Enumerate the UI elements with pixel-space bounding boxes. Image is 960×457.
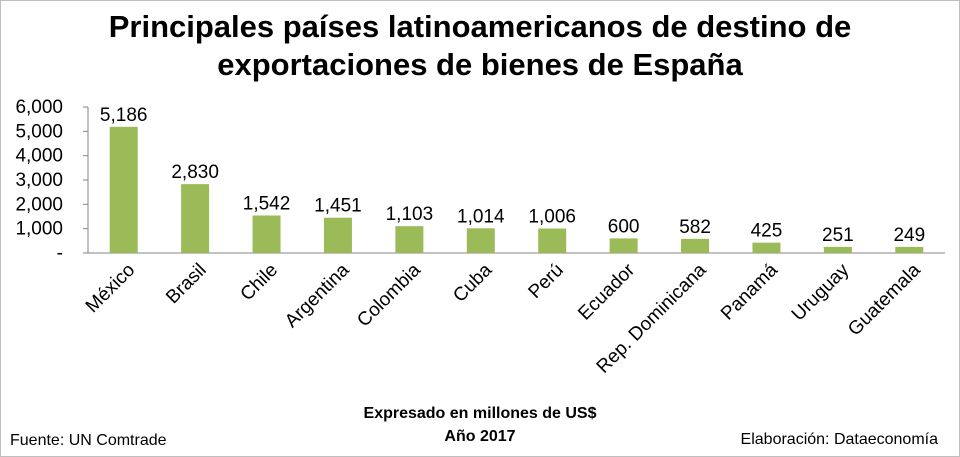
- x-category-label: Perú: [525, 260, 568, 303]
- x-category-label: Guatemala: [844, 259, 925, 340]
- bar: [466, 228, 495, 253]
- credit-note: Elaboración: Dataeconomía: [740, 431, 938, 448]
- data-label: 1,014: [457, 206, 505, 227]
- data-label: 425: [751, 221, 783, 242]
- x-category-label: Argentina: [281, 259, 354, 332]
- chart-subtitle-year: Año 2017: [444, 428, 516, 445]
- bar: [395, 226, 424, 253]
- bar: [323, 217, 352, 253]
- chart-title: Principales países latinoamericanos de d…: [0, 8, 960, 84]
- data-label: 1,006: [528, 207, 576, 228]
- chart-title-line2: exportaciones de bienes de España: [217, 47, 743, 82]
- x-category-label: México: [82, 260, 139, 317]
- data-label: 251: [822, 225, 854, 246]
- y-tick-label: 3,000: [15, 170, 63, 191]
- data-label: 249: [893, 225, 925, 246]
- y-tick-label: -: [57, 243, 63, 264]
- chart-subtitle-units: Expresado en millones de US$: [363, 405, 597, 422]
- data-label: 2,830: [171, 162, 219, 183]
- bar: [109, 126, 138, 253]
- data-label: 1,103: [386, 204, 434, 225]
- data-label: 600: [608, 216, 640, 237]
- bar: [752, 242, 781, 253]
- chart-title-line1: Principales países latinoamericanos de d…: [108, 9, 852, 44]
- bar: [895, 246, 924, 253]
- data-label: 1,542: [243, 193, 291, 214]
- data-label: 582: [679, 217, 711, 238]
- x-category-label: Colombia: [353, 259, 425, 331]
- x-category-label: Cuba: [449, 259, 496, 306]
- data-label: 1,451: [314, 196, 362, 217]
- x-category-label: Ecuador: [574, 259, 639, 324]
- y-tick-label: 1,000: [15, 219, 63, 240]
- y-tick-label: 5,000: [15, 121, 63, 142]
- x-category-label: Panamá: [717, 259, 782, 324]
- y-tick-label: 4,000: [15, 146, 63, 167]
- bar: [609, 238, 638, 253]
- bar: [823, 246, 852, 253]
- bar: [681, 238, 710, 253]
- x-category-label: Chile: [237, 260, 282, 305]
- bar: [181, 184, 210, 253]
- x-category-label: Uruguay: [788, 259, 854, 325]
- x-category-label: Brasil: [162, 260, 210, 308]
- y-tick-label: 6,000: [15, 97, 63, 118]
- bar: [538, 228, 567, 253]
- y-tick-label: 2,000: [15, 194, 63, 215]
- source-note: Fuente: UN Comtrade: [10, 432, 167, 449]
- bar: [252, 215, 281, 253]
- data-label: 5,186: [100, 105, 148, 126]
